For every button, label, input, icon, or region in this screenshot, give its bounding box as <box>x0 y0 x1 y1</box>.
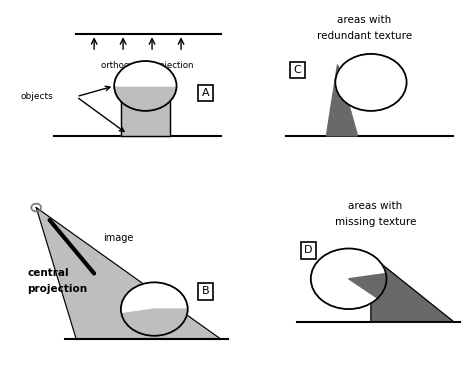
Wedge shape <box>114 86 176 111</box>
Text: missing texture: missing texture <box>335 217 416 227</box>
Circle shape <box>335 54 407 111</box>
Bar <box>121 100 170 136</box>
Text: D: D <box>304 245 313 255</box>
Text: redundant texture: redundant texture <box>317 31 412 41</box>
Text: areas with: areas with <box>337 15 392 25</box>
Text: A: A <box>202 88 210 98</box>
Text: orthogonal projection: orthogonal projection <box>101 61 194 70</box>
Polygon shape <box>327 64 357 136</box>
Polygon shape <box>371 256 453 321</box>
Text: central: central <box>27 268 69 279</box>
Bar <box>121 100 170 136</box>
Wedge shape <box>121 309 188 336</box>
Circle shape <box>311 249 386 309</box>
Polygon shape <box>36 208 221 339</box>
Wedge shape <box>114 61 176 86</box>
Circle shape <box>121 282 188 336</box>
Wedge shape <box>349 274 386 298</box>
Text: B: B <box>202 286 210 296</box>
Text: projection: projection <box>27 285 87 294</box>
Text: objects: objects <box>21 92 54 101</box>
Text: C: C <box>293 65 301 75</box>
Text: areas with: areas with <box>348 201 402 211</box>
Text: image: image <box>103 233 133 243</box>
